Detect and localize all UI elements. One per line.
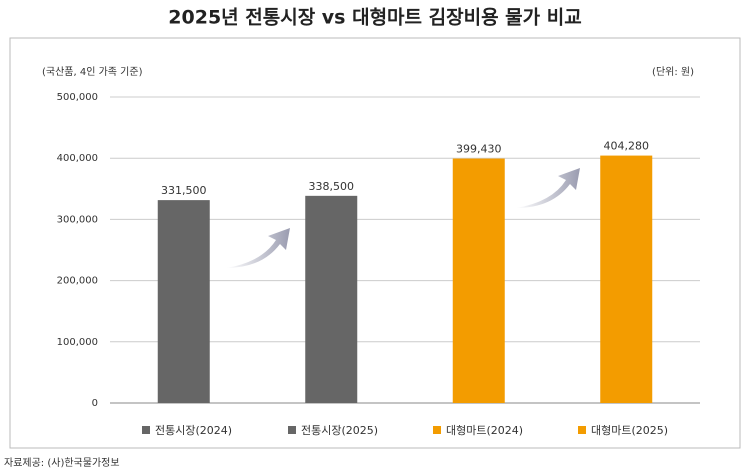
legend-label: 전통시장(2025) [301,424,378,437]
y-tick-label: 200,000 [57,276,98,287]
legend-label: 전통시장(2024) [155,424,232,437]
y-tick-label: 300,000 [57,214,98,225]
bar [600,155,653,403]
legend-label: 대형마트(2025) [591,424,668,437]
value-label: 404,280 [604,140,650,153]
bar [305,195,358,403]
legend-label: 대형마트(2024) [446,424,523,437]
bar [157,200,210,403]
frame [9,37,741,449]
legend-swatch [433,426,441,434]
trend-arrow [226,228,290,268]
legend-swatch [578,426,586,434]
y-tick-label: 500,000 [57,92,98,103]
legend-swatch [288,426,296,434]
unit-note: (단위: 원) [652,65,694,78]
trend-arrow [516,168,580,208]
y-tick-label: 100,000 [57,337,98,348]
source: 자료제공: (사)한국물가정보 [4,457,120,469]
value-label: 399,430 [456,143,502,156]
value-label: 338,500 [309,180,355,193]
y-tick-label: 0 [92,398,98,409]
subtitle: (국산품, 4인 가족 기준) [42,66,143,78]
value-label: 331,500 [161,184,207,197]
bar [452,158,505,403]
y-tick-label: 400,000 [57,153,98,164]
chart-title: 2025년 전통시장 vs 대형마트 김장비용 물가 비교 [168,7,581,29]
legend-swatch [142,426,150,434]
